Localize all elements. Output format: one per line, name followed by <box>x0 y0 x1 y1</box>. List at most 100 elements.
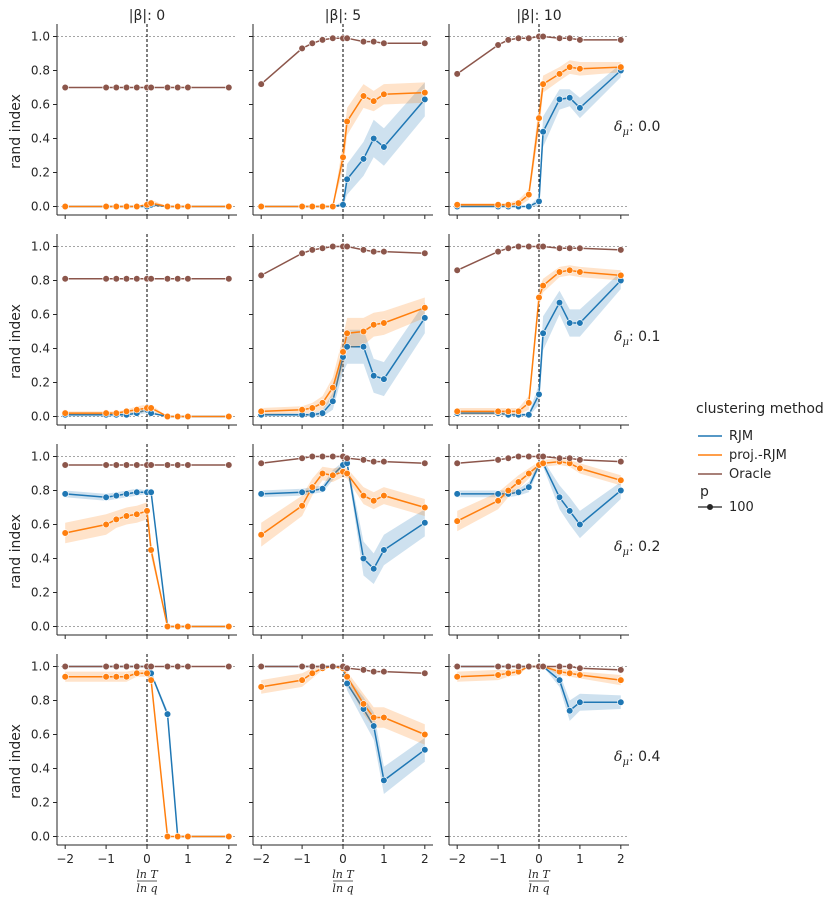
data-point-rjm <box>329 397 337 405</box>
data-point-proj-rjm <box>163 832 172 841</box>
data-point-proj-rjm <box>380 492 388 500</box>
data-point-proj-rjm <box>566 266 574 274</box>
confidence-band-proj-rjm <box>261 82 425 207</box>
data-point-proj-rjm <box>61 409 69 417</box>
data-point-proj-rjm <box>494 671 502 679</box>
y-tick-label: 0.6 <box>31 518 50 532</box>
data-point-proj-rjm <box>370 321 378 329</box>
y-tick-label: 0.2 <box>31 796 50 810</box>
data-point-oracle <box>343 664 351 672</box>
x-tick-label: 2 <box>225 852 233 866</box>
data-point-proj-rjm <box>112 202 120 211</box>
data-point-oracle <box>308 246 316 254</box>
data-point-proj-rjm <box>308 404 316 412</box>
data-point-rjm <box>566 507 574 515</box>
data-point-oracle <box>147 662 155 671</box>
data-point-rjm <box>535 197 543 205</box>
data-point-oracle <box>184 461 192 469</box>
y-tick-label: 0.2 <box>31 586 50 600</box>
column-title: |β|: 5 <box>325 8 361 24</box>
data-point-rjm <box>535 390 543 399</box>
data-point-proj-rjm <box>133 406 141 414</box>
data-point-oracle <box>555 662 564 671</box>
data-point-oracle <box>504 36 512 44</box>
data-point-oracle <box>494 662 502 671</box>
data-point-proj-rjm <box>184 622 192 631</box>
data-point-proj-rjm <box>329 384 337 392</box>
data-point-oracle <box>494 41 502 49</box>
data-point-proj-rjm <box>504 486 512 495</box>
x-tick-label: 0 <box>535 852 543 866</box>
data-point-proj-rjm <box>453 517 461 525</box>
data-point-proj-rjm <box>102 673 110 681</box>
data-point-rjm <box>539 329 547 337</box>
data-point-proj-rjm <box>298 676 306 684</box>
data-point-oracle <box>184 275 192 283</box>
data-point-proj-rjm <box>318 469 327 478</box>
data-point-oracle <box>514 242 523 251</box>
x-tick-label: 0 <box>143 852 151 866</box>
data-point-oracle <box>112 275 120 283</box>
data-point-oracle <box>308 452 316 461</box>
data-point-rjm <box>525 483 533 491</box>
data-point-proj-rjm <box>174 622 182 631</box>
data-point-rjm <box>380 375 388 383</box>
data-point-proj-rjm <box>147 676 155 684</box>
x-tick-label: 1 <box>576 852 584 866</box>
y-axis-label: rand index <box>8 724 24 799</box>
y-tick-label: 1.0 <box>31 450 50 464</box>
panel-r1-c0: 0.0 0.2 0.4 0.6 0.8 1.0 rand index <box>8 234 237 429</box>
data-point-oracle <box>174 275 182 283</box>
data-point-rjm <box>359 554 368 563</box>
data-point-proj-rjm <box>421 88 429 97</box>
data-point-proj-rjm <box>61 529 69 537</box>
data-point-oracle <box>421 39 429 47</box>
row-title: δμ: 0.1 <box>614 329 660 348</box>
data-point-oracle <box>525 34 533 42</box>
x-tick-label: 1 <box>380 852 388 866</box>
data-point-oracle <box>225 275 233 283</box>
panel-r0-c2: |β|: 10 δμ: 0.0 <box>445 8 660 219</box>
data-point-oracle <box>257 662 265 671</box>
data-point-proj-rjm <box>143 669 151 677</box>
y-tick-label: 0.0 <box>31 200 50 214</box>
x-tick-label: −2 <box>252 852 270 866</box>
data-point-proj-rjm <box>163 622 172 631</box>
data-point-rjm <box>308 411 316 419</box>
y-tick-label: 0.0 <box>31 410 50 424</box>
data-point-rjm <box>566 707 574 715</box>
legend-size-title: p <box>700 484 709 500</box>
data-point-proj-rjm <box>359 700 368 708</box>
data-point-oracle <box>380 39 388 47</box>
data-point-proj-rjm <box>453 201 461 209</box>
data-point-oracle <box>514 34 523 42</box>
data-point-proj-rjm <box>525 191 533 199</box>
data-point-rjm <box>343 343 351 351</box>
data-point-rjm <box>421 95 429 103</box>
data-point-oracle <box>576 36 584 44</box>
data-point-oracle <box>133 83 141 92</box>
data-point-proj-rjm <box>122 512 131 520</box>
data-point-oracle <box>359 246 368 254</box>
y-axis-label: rand index <box>8 94 24 169</box>
x-tick-label: −2 <box>448 852 466 866</box>
data-point-proj-rjm <box>539 282 547 290</box>
y-tick-label: 0.6 <box>31 308 50 322</box>
data-point-oracle <box>102 662 110 671</box>
data-point-proj-rjm <box>184 412 192 421</box>
data-point-oracle <box>298 662 306 671</box>
data-point-rjm <box>318 485 327 493</box>
data-point-oracle <box>359 37 368 46</box>
data-point-oracle <box>112 662 120 671</box>
data-point-proj-rjm <box>329 471 337 479</box>
data-point-oracle <box>576 244 584 252</box>
data-point-rjm <box>370 372 378 380</box>
data-point-proj-rjm <box>102 409 110 417</box>
y-tick-label: 0.0 <box>31 620 50 634</box>
data-point-proj-rjm <box>133 202 141 211</box>
data-point-proj-rjm <box>343 117 351 126</box>
data-point-rjm <box>555 493 564 501</box>
data-point-oracle <box>257 459 265 467</box>
data-point-oracle <box>61 275 69 283</box>
